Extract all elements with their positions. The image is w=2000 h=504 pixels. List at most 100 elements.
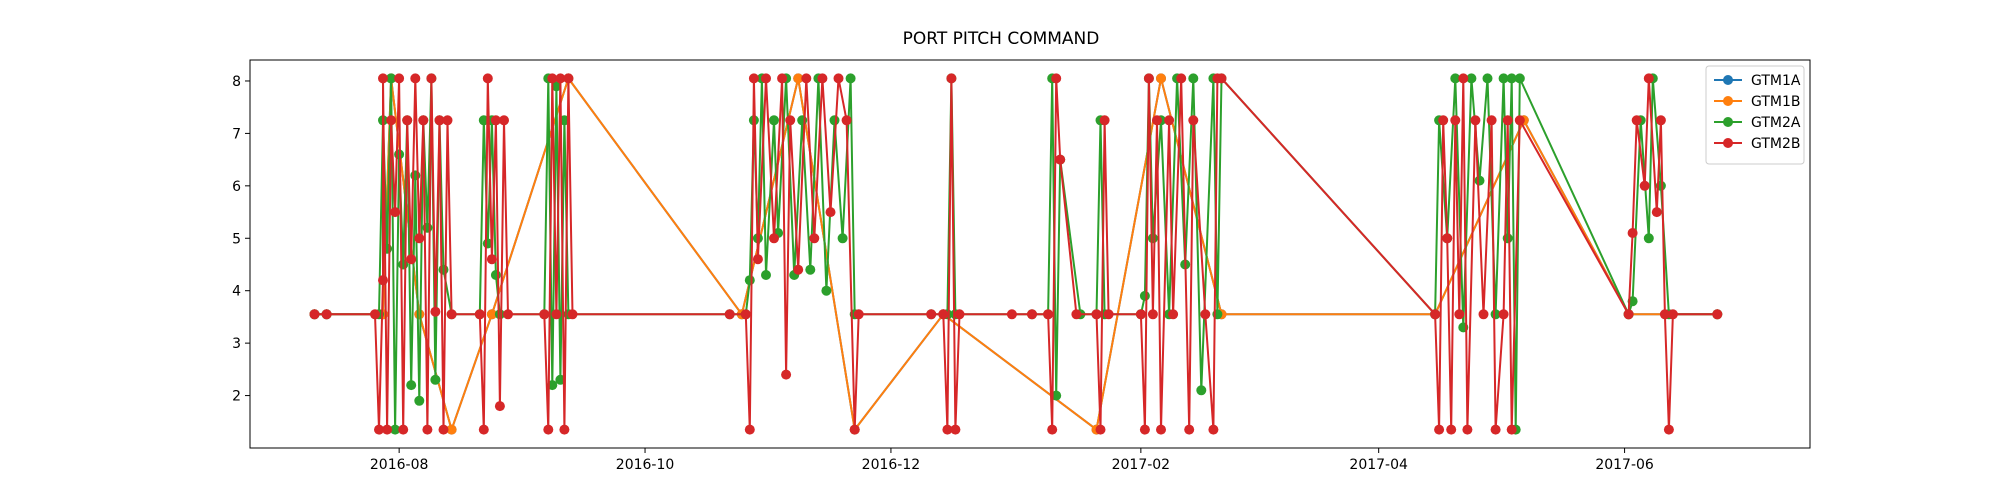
data-point [841, 115, 852, 126]
data-point [1216, 73, 1227, 84]
data-point [406, 254, 417, 265]
data-point [490, 270, 501, 280]
data-point [414, 309, 425, 320]
legend-marker [1723, 117, 1733, 127]
data-point [1184, 424, 1195, 435]
data-point [1663, 424, 1674, 435]
data-point [414, 233, 425, 244]
data-point [1135, 309, 1146, 320]
data-point [1143, 73, 1154, 84]
data-point [406, 380, 417, 391]
data-point [942, 424, 953, 435]
data-point [748, 73, 759, 84]
data-point [833, 73, 844, 84]
data-point [1168, 309, 1179, 320]
data-point [1139, 290, 1150, 301]
x-tick-label: 2016-08 [370, 457, 429, 473]
y-tick-label: 4 [232, 284, 241, 300]
data-point [1450, 73, 1461, 84]
data-point [1434, 424, 1445, 435]
y-tick-label: 7 [232, 126, 241, 142]
data-point [797, 115, 808, 126]
data-point [1514, 73, 1525, 84]
plot-area [309, 73, 1723, 435]
data-point [430, 306, 441, 317]
data-point [370, 309, 380, 320]
data-point [1147, 309, 1158, 320]
data-point [482, 73, 493, 84]
data-point [1051, 390, 1062, 401]
data-point [438, 264, 449, 275]
data-point [1446, 424, 1457, 435]
data-point [926, 309, 937, 320]
legend: GTM1A GTM1B GTM2A GTM2B [1705, 65, 1805, 165]
data-point [1474, 175, 1485, 186]
x-tick-label: 2017-04 [1349, 457, 1408, 473]
data-point [761, 73, 771, 84]
data-point [769, 115, 779, 126]
data-point [551, 309, 562, 320]
data-point [1450, 115, 1461, 126]
legend-item-gtm1b: GTM1B [1714, 94, 1801, 110]
data-point [478, 424, 489, 435]
data-point [430, 374, 441, 385]
x-tick-label: 2016-12 [862, 457, 921, 473]
data-point [1438, 115, 1449, 126]
chart-title: PORT PITCH COMMAND [903, 29, 1100, 49]
data-point [809, 233, 820, 244]
data-point [1152, 115, 1162, 126]
y-tick-label: 5 [232, 231, 241, 247]
x-tick-label: 2017-06 [1595, 457, 1654, 473]
data-point [1027, 309, 1037, 320]
data-point [543, 424, 554, 435]
data-point [946, 73, 957, 84]
data-point [1498, 73, 1509, 84]
data-point [1071, 309, 1082, 320]
data-point [1095, 424, 1106, 435]
y-tick-label: 2 [232, 389, 241, 405]
data-point [837, 233, 848, 244]
data-point [555, 73, 566, 84]
data-point [1667, 309, 1678, 320]
data-point [438, 424, 449, 435]
data-point [1514, 115, 1525, 126]
legend-label: GTM2B [1751, 136, 1801, 152]
data-point [1430, 309, 1441, 320]
legend-item-gtm1a: GTM1A [1714, 73, 1801, 89]
data-point [1506, 424, 1517, 435]
data-point [1176, 73, 1187, 84]
data-point [1458, 73, 1469, 84]
data-point [486, 254, 497, 265]
plot-frame [249, 59, 1811, 449]
data-point [845, 73, 856, 84]
data-point [434, 115, 445, 126]
data-point [1047, 424, 1058, 435]
data-point [1655, 115, 1666, 126]
data-point [849, 424, 860, 435]
data-point [1442, 233, 1453, 244]
data-point [1506, 73, 1517, 84]
x-tick-label: 2017-02 [1112, 457, 1171, 473]
data-point [1623, 309, 1634, 320]
legend-item-gtm2b: GTM2B [1714, 136, 1801, 152]
data-point [1200, 309, 1211, 320]
data-point [386, 115, 397, 126]
data-point [1156, 424, 1166, 435]
data-point [418, 115, 429, 126]
data-point [1631, 115, 1642, 126]
data-point [1462, 424, 1473, 435]
data-point [817, 73, 828, 84]
data-point [777, 73, 788, 84]
data-point [752, 254, 763, 265]
legend-marker [1723, 96, 1733, 106]
data-point [769, 233, 779, 244]
data-point [490, 115, 501, 126]
data-point [563, 73, 574, 84]
data-point [829, 115, 840, 126]
data-point [321, 309, 332, 320]
data-point [1208, 424, 1219, 435]
y-tick-label: 6 [232, 179, 241, 195]
data-point [567, 309, 578, 320]
data-point [559, 424, 570, 435]
